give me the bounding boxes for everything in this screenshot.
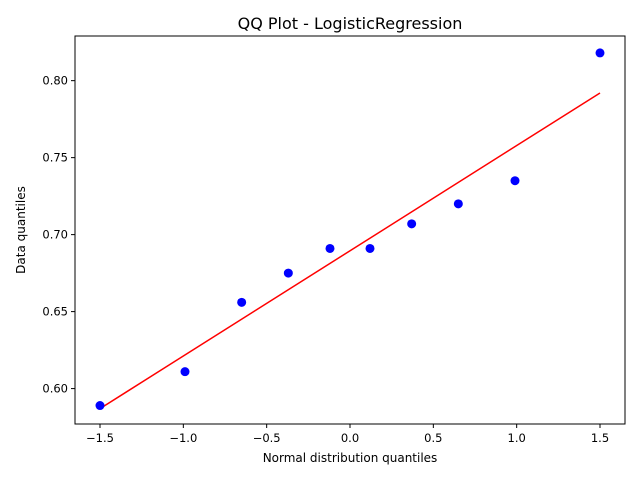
data-point	[453, 199, 463, 209]
data-point	[325, 243, 335, 253]
x-axis-ticks: −1.5 −1.0 −0.5 0.0 0.5 1.0 1.5	[86, 424, 609, 445]
data-point	[180, 367, 190, 377]
plot-area-frame	[74, 35, 626, 425]
reference-line	[99, 92, 601, 410]
reference-line-layer	[99, 92, 601, 410]
y-tick-label: 0.70	[42, 228, 68, 242]
y-axis-ticks: 0.60 0.65 0.70 0.75 0.80	[42, 74, 75, 396]
data-point	[407, 219, 417, 229]
x-tick-label: 0.0	[341, 431, 359, 445]
x-axis-label: Normal distribution quantiles	[263, 451, 438, 465]
y-tick-label: 0.80	[42, 74, 68, 88]
x-tick-label: −1.5	[86, 431, 114, 445]
x-tick-label: 1.0	[508, 431, 526, 445]
data-points-layer	[95, 48, 605, 411]
y-tick-label: 0.75	[42, 151, 68, 165]
chart-title: QQ Plot - LogisticRegression	[238, 14, 463, 33]
x-tick-label: 1.5	[591, 431, 609, 445]
data-point	[95, 401, 105, 411]
data-point	[365, 243, 375, 253]
y-axis-label: Data quantiles	[14, 186, 28, 274]
data-point	[595, 48, 605, 58]
y-tick-label: 0.60	[42, 382, 68, 396]
data-point	[237, 297, 247, 307]
x-tick-label: −1.0	[169, 431, 197, 445]
y-tick-label: 0.65	[42, 305, 68, 319]
x-tick-label: 0.5	[424, 431, 442, 445]
data-point	[283, 268, 293, 278]
x-tick-label: −0.5	[253, 431, 281, 445]
data-point	[510, 176, 520, 186]
